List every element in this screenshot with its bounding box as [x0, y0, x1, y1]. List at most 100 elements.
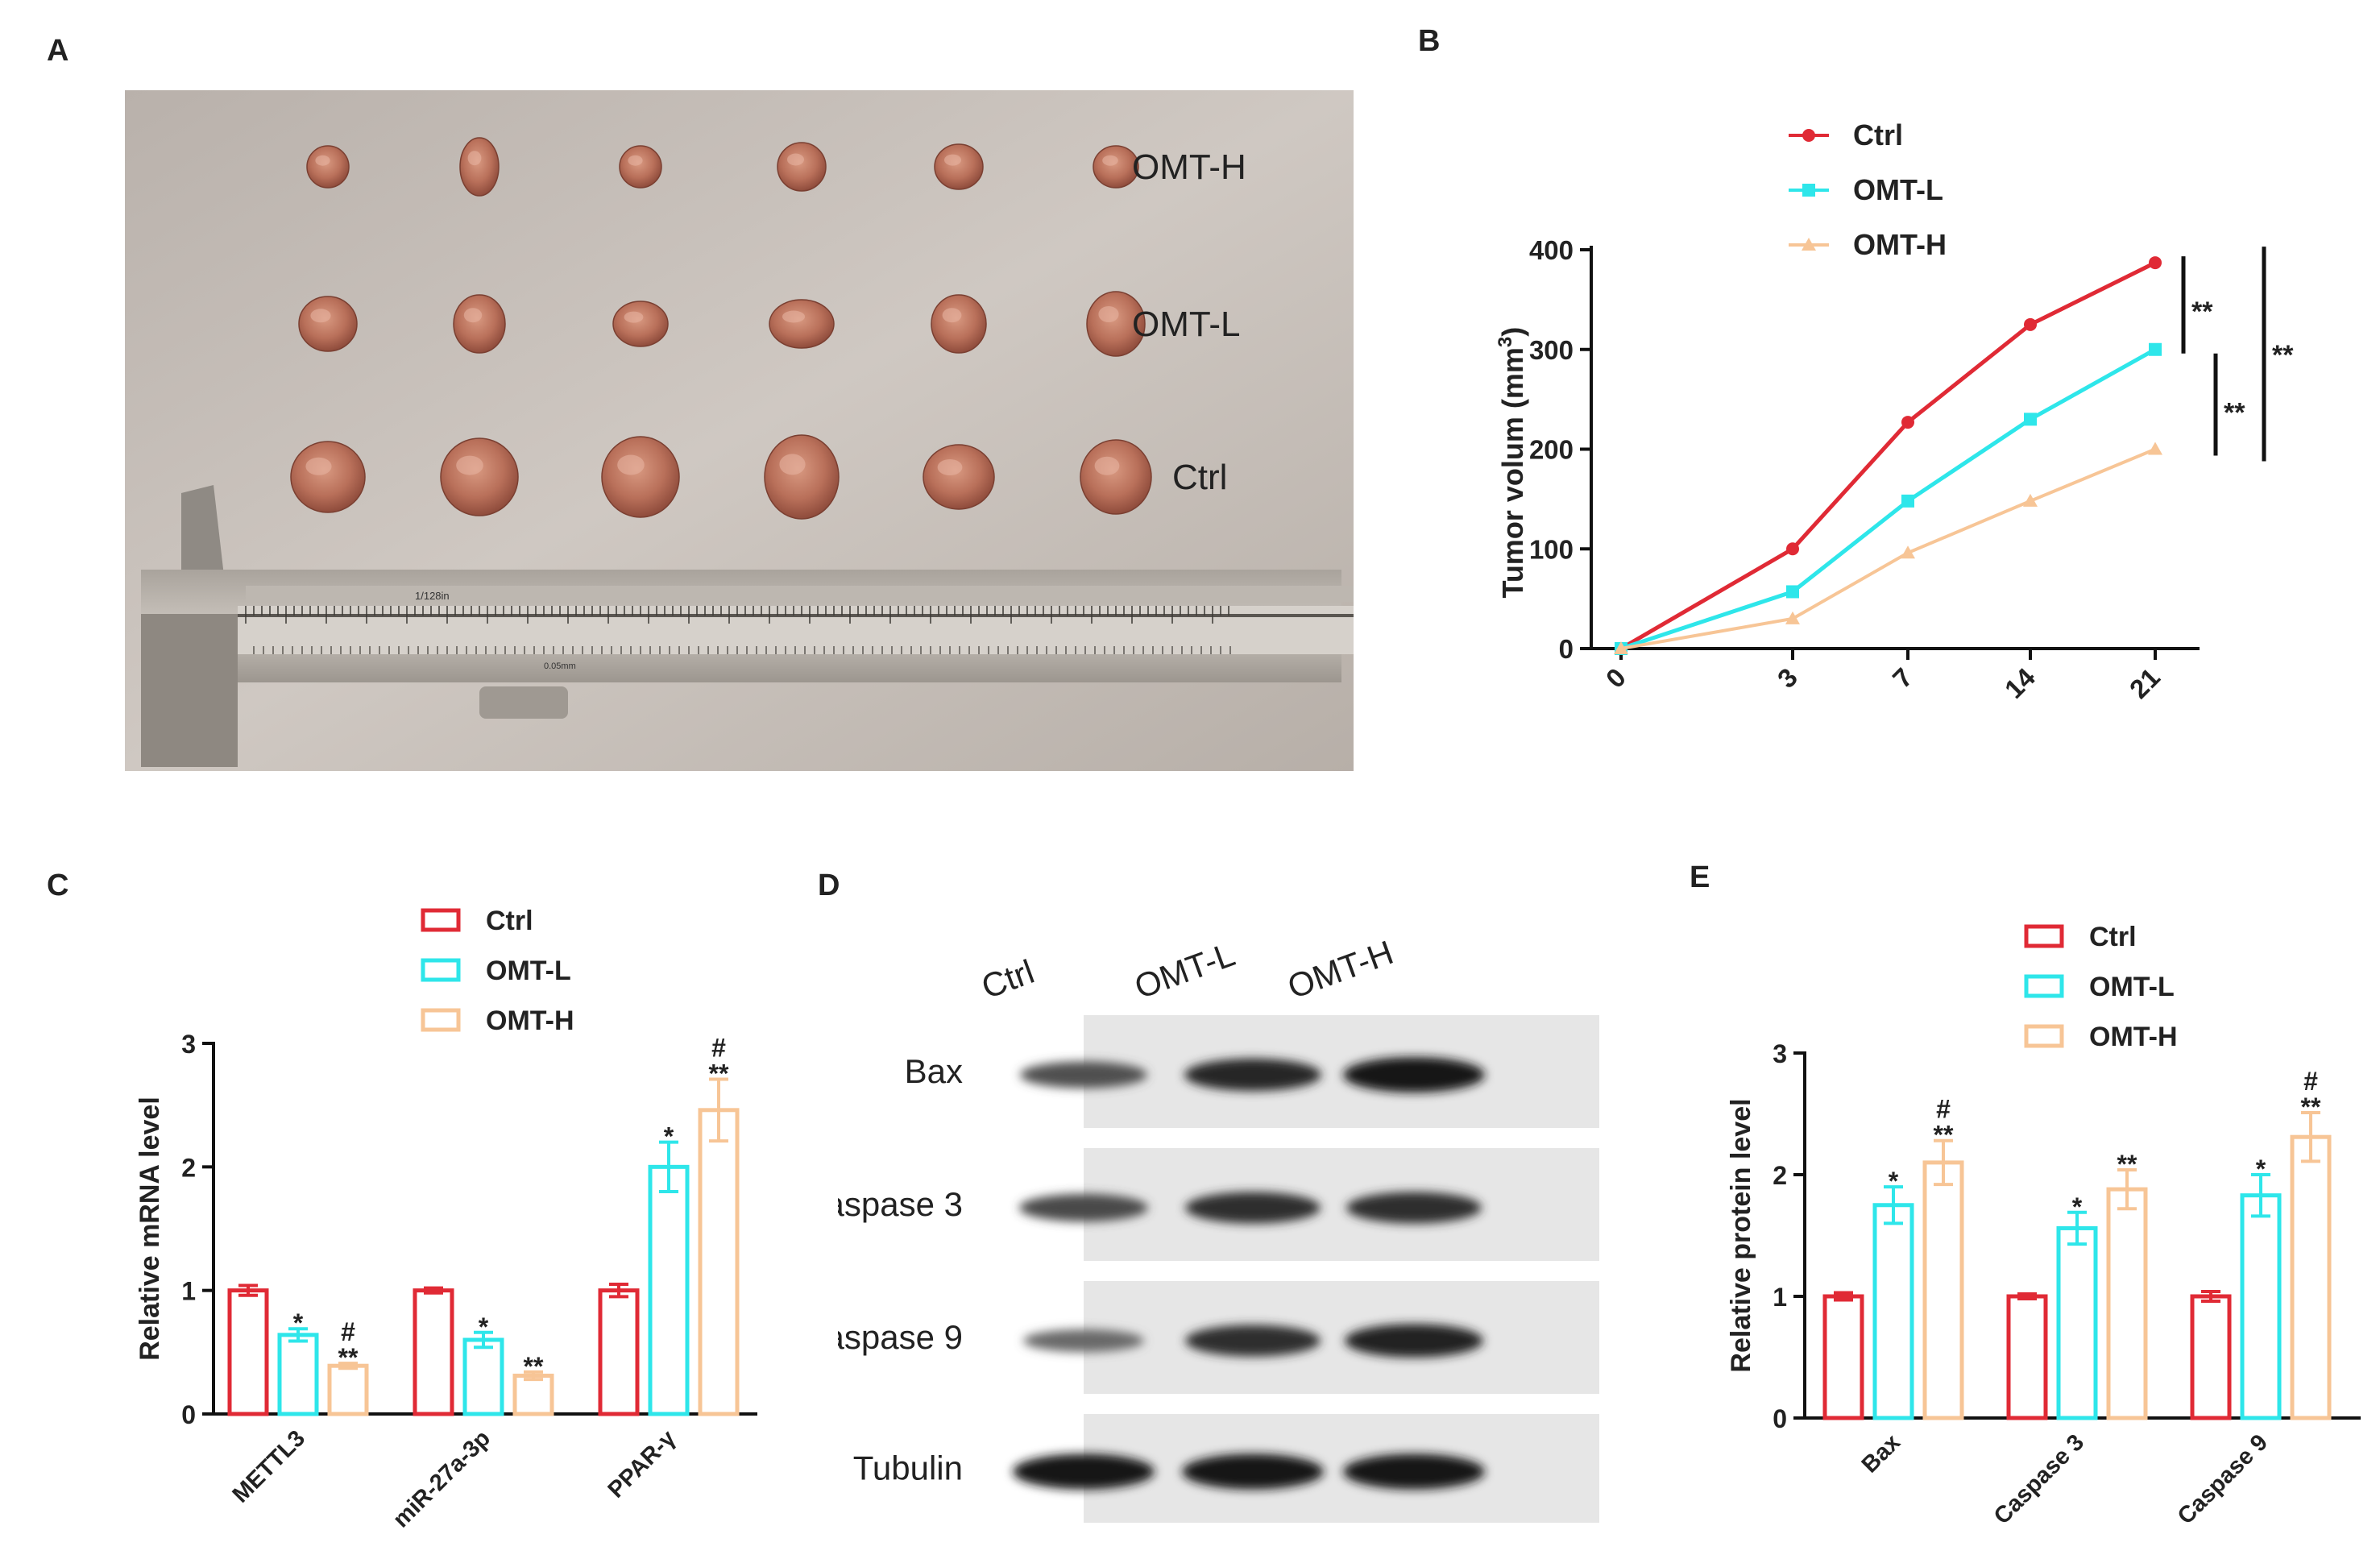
tumor: [298, 296, 358, 352]
caliper-text: 1/128in: [415, 590, 450, 602]
legend-label: OMT-L: [2089, 972, 2175, 1002]
legend-label: Ctrl: [2089, 922, 2137, 952]
bar-ctrl: [2006, 1294, 2048, 1420]
data-point: [1785, 611, 1800, 624]
legend-label: OMT-L: [486, 956, 571, 986]
blot-row-label: Caspase 9: [838, 1318, 963, 1356]
data-point: [1901, 416, 1914, 429]
significance-mark: #: [341, 1317, 355, 1346]
caliper-text-2: 0.05mm: [544, 661, 576, 671]
bar-omt-l: [277, 1333, 319, 1416]
tumor-photo: 1/128in 0.05mm OMT-H OMT-L Ctrl: [125, 90, 1354, 771]
y-tick-label: 0: [181, 1400, 196, 1429]
blot-band: [1345, 1324, 1483, 1358]
tumor: [619, 145, 662, 189]
legend-swatch: [421, 1008, 461, 1032]
tumor: [1093, 145, 1139, 189]
legend-label: OMT-L: [1853, 173, 1943, 206]
tumor-highlight: [779, 454, 806, 475]
data-point: [2149, 342, 2162, 356]
legend-marker: [1802, 129, 1815, 142]
blot-band: [1020, 1061, 1147, 1088]
y-tick-label: 0: [1559, 634, 1574, 664]
blot-column-label: OMT-H: [1283, 933, 1398, 1005]
blot-band: [1185, 1192, 1321, 1224]
y-axis-label: Tumor volum (mm3): [1495, 327, 1529, 599]
significance-mark: **: [1934, 1121, 1954, 1150]
blot-column-label: Ctrl: [976, 952, 1039, 1006]
caliper: 1/128in 0.05mm: [141, 485, 1354, 767]
tumor: [306, 145, 350, 189]
tumor: [1080, 439, 1152, 515]
legend-label: OMT-H: [2089, 1022, 2178, 1052]
bar-ctrl: [1822, 1294, 1864, 1420]
panel-label-b: B: [1418, 24, 1441, 58]
legend-label: OMT-H: [1853, 228, 1947, 261]
significance-mark: **: [2191, 296, 2213, 327]
caliper-scale: [245, 606, 1231, 654]
data-point: [1786, 542, 1799, 556]
tumor: [453, 294, 506, 354]
data-point: [1614, 641, 1628, 654]
tumor-highlight: [467, 151, 482, 166]
blot-band: [1185, 1325, 1321, 1357]
significance-mark: **: [2224, 398, 2245, 429]
significance-mark: *: [293, 1308, 304, 1337]
bar-omt-l: [648, 1164, 690, 1416]
y-tick-label: 200: [1529, 435, 1574, 465]
mrna-bar-chart: Ctrl OMT-L OMT-H 0 1 2 3 Relative mRNA level MET…: [135, 906, 757, 1532]
panel-label-a: A: [47, 34, 69, 68]
y-tick-label: 3: [181, 1030, 196, 1059]
data-point: [1901, 545, 1915, 559]
x-tick-label: METTL3: [228, 1425, 310, 1507]
blot-row-label: Caspase 3: [838, 1185, 963, 1223]
legend-label: Ctrl: [486, 906, 533, 936]
y-axis-label: Relative mRNA level: [135, 1097, 165, 1361]
y-tick-label: 2: [1773, 1161, 1787, 1190]
legend-swatch: [2024, 974, 2064, 998]
protein-bar-chart: Ctrl OMT-L OMT-H 0 1 2 3 Relative protein level…: [1726, 922, 2361, 1529]
data-point: [2023, 493, 2038, 507]
bar-omt-h: [327, 1363, 369, 1416]
data-point: [1901, 494, 1914, 508]
y-tick-label: 0: [1773, 1404, 1787, 1433]
tumor-group: [290, 137, 1152, 520]
series-line-omt-h: [1620, 447, 2156, 650]
y-tick-label: 1: [181, 1277, 196, 1306]
blot-band: [1182, 1453, 1324, 1490]
row-label-ctrl: Ctrl: [1172, 458, 1227, 497]
tumor-volume-chart: Ctrl OMT-L OMT-H 0 100 200 300 400 0 3 7 14 21 Tumor …: [1495, 118, 2294, 704]
blot-strip: [1084, 1414, 1599, 1523]
significance-mark: **: [709, 1059, 729, 1088]
y-axis-label: Relative protein level: [1726, 1098, 1756, 1372]
blot-row-label: Tubulin: [853, 1449, 963, 1487]
significance-mark: #: [1936, 1095, 1951, 1124]
tumor-highlight: [456, 455, 483, 475]
y-axis-label-superscript: 3: [1495, 337, 1516, 347]
bar-omt-l: [2240, 1193, 2282, 1420]
significance-mark: #: [2303, 1067, 2318, 1096]
tumor-highlight: [1094, 456, 1120, 475]
bar-ctrl: [2190, 1294, 2232, 1420]
blot-column-label: OMT-L: [1130, 935, 1240, 1005]
tumor-highlight: [782, 310, 805, 323]
western-blot: Ctrl OMT-L OMT-H Bax Caspase 3 Caspase 9 Tubul…: [838, 933, 1599, 1523]
panel-label-e: E: [1690, 860, 1710, 894]
bar-omt-h: [2290, 1134, 2332, 1420]
tumor-highlight: [942, 308, 962, 323]
tumor-highlight: [937, 459, 963, 475]
significance-mark: **: [524, 1352, 544, 1381]
tumor-highlight: [310, 309, 331, 323]
bar-omt-l: [2056, 1225, 2098, 1420]
panel-label-d: D: [818, 869, 840, 902]
tumor-highlight: [315, 155, 330, 166]
tumor-highlight: [1102, 155, 1118, 166]
data-point: [2148, 442, 2162, 455]
bar-omt-h: [1922, 1160, 1964, 1420]
x-tick-label: miR-27a-3p: [388, 1425, 495, 1532]
x-tick-label: 7: [1887, 662, 1918, 694]
tumor: [612, 301, 669, 347]
bar-ctrl: [227, 1288, 269, 1416]
significance-mark: *: [1889, 1167, 1899, 1196]
x-tick-label: Caspase 3: [1989, 1429, 2089, 1529]
